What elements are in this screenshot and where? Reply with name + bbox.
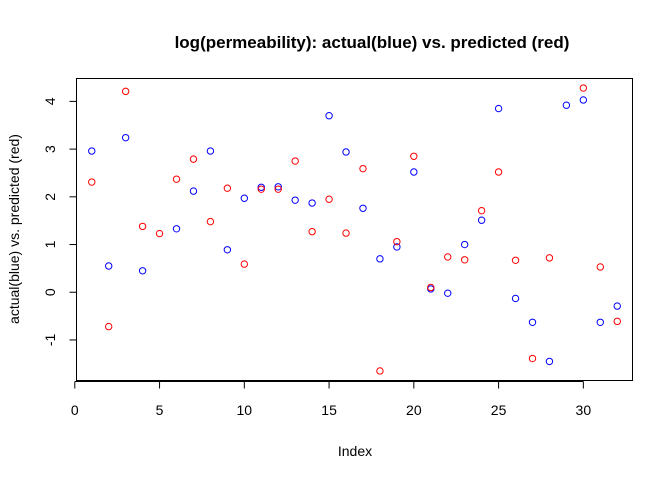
predicted-point: [460, 256, 469, 264]
chart-title: log(permeability): actual(blue) vs. pred…: [175, 33, 570, 52]
predicted-point: [274, 185, 282, 193]
predicted-point: [308, 227, 316, 236]
x-tick-label: 30: [576, 402, 592, 418]
actual-point: [223, 246, 232, 254]
actual-point: [596, 318, 604, 326]
y-axis: -1 0 1 2 3 4: [42, 97, 77, 346]
predicted-point: [359, 164, 367, 173]
y-tick-label: -1: [42, 334, 58, 347]
predicted-point: [545, 254, 554, 262]
y-tick-label: 2: [42, 193, 58, 201]
actual-point: [105, 262, 113, 270]
actual-point: [172, 225, 181, 233]
predicted-point: [410, 152, 418, 160]
predicted-point: [376, 367, 384, 375]
actual-point: [342, 148, 350, 156]
x-tick-label: 20: [406, 402, 422, 418]
x-axis-label: Index: [338, 443, 372, 459]
data-points: [88, 84, 621, 375]
plot-area-box: [76, 78, 633, 381]
predicted-point: [155, 229, 164, 238]
predicted-point: [223, 184, 232, 192]
predicted-point: [613, 317, 621, 326]
predicted-point: [138, 222, 147, 231]
actual-point: [562, 101, 571, 109]
x-tick-label: 15: [321, 402, 337, 418]
predicted-point: [291, 157, 299, 165]
actual-point: [444, 289, 452, 297]
predicted-point: [325, 195, 333, 203]
actual-point: [410, 168, 418, 176]
predicted-point: [342, 229, 350, 237]
actual-point: [545, 357, 554, 366]
predicted-point: [240, 260, 249, 268]
y-tick-label: 3: [42, 145, 58, 153]
actual-point: [189, 187, 198, 195]
predicted-point: [105, 322, 113, 331]
y-tick-label: 4: [42, 97, 58, 105]
actual-point: [121, 133, 130, 142]
predicted-point: [206, 217, 215, 226]
x-tick-label: 10: [237, 402, 253, 418]
actual-point: [240, 194, 249, 202]
actual-point: [88, 147, 96, 155]
actual-point: [494, 104, 503, 113]
predicted-point: [511, 256, 520, 264]
predicted-point: [579, 84, 588, 92]
predicted-point: [257, 185, 265, 193]
predicted-point: [393, 237, 401, 246]
predicted-point: [172, 175, 181, 183]
y-axis-label: actual(blue) vs. predicted (red): [6, 134, 22, 324]
actual-point: [613, 302, 621, 310]
actual-point: [579, 96, 588, 104]
predicted-point: [427, 283, 435, 292]
actual-point: [359, 204, 367, 212]
predicted-point: [88, 178, 96, 186]
actual-point: [274, 183, 282, 191]
predicted-point: [528, 354, 537, 363]
actual-point: [528, 318, 537, 326]
x-tick-label: 5: [156, 402, 164, 418]
actual-point: [206, 147, 215, 155]
predicted-point: [121, 87, 130, 96]
x-tick-label: 25: [491, 402, 507, 418]
y-tick-label: 0: [42, 288, 58, 296]
actual-point: [138, 267, 147, 275]
actual-point: [477, 216, 486, 224]
actual-point: [257, 183, 265, 191]
actual-point: [325, 112, 333, 120]
predicted-point: [477, 206, 486, 215]
actual-point: [291, 196, 299, 204]
predicted-point: [596, 263, 604, 271]
actual-point: [460, 240, 469, 249]
predicted-point: [189, 155, 198, 163]
x-tick-label: 0: [71, 402, 79, 418]
predicted-point: [444, 253, 452, 261]
actual-point: [376, 255, 384, 263]
actual-point: [308, 199, 316, 207]
actual-point: [393, 243, 401, 251]
y-tick-label: 1: [42, 240, 58, 248]
actual-point: [511, 294, 520, 303]
predicted-point: [494, 168, 503, 176]
x-axis: 0 5 10 15 20 25 30: [71, 381, 592, 418]
